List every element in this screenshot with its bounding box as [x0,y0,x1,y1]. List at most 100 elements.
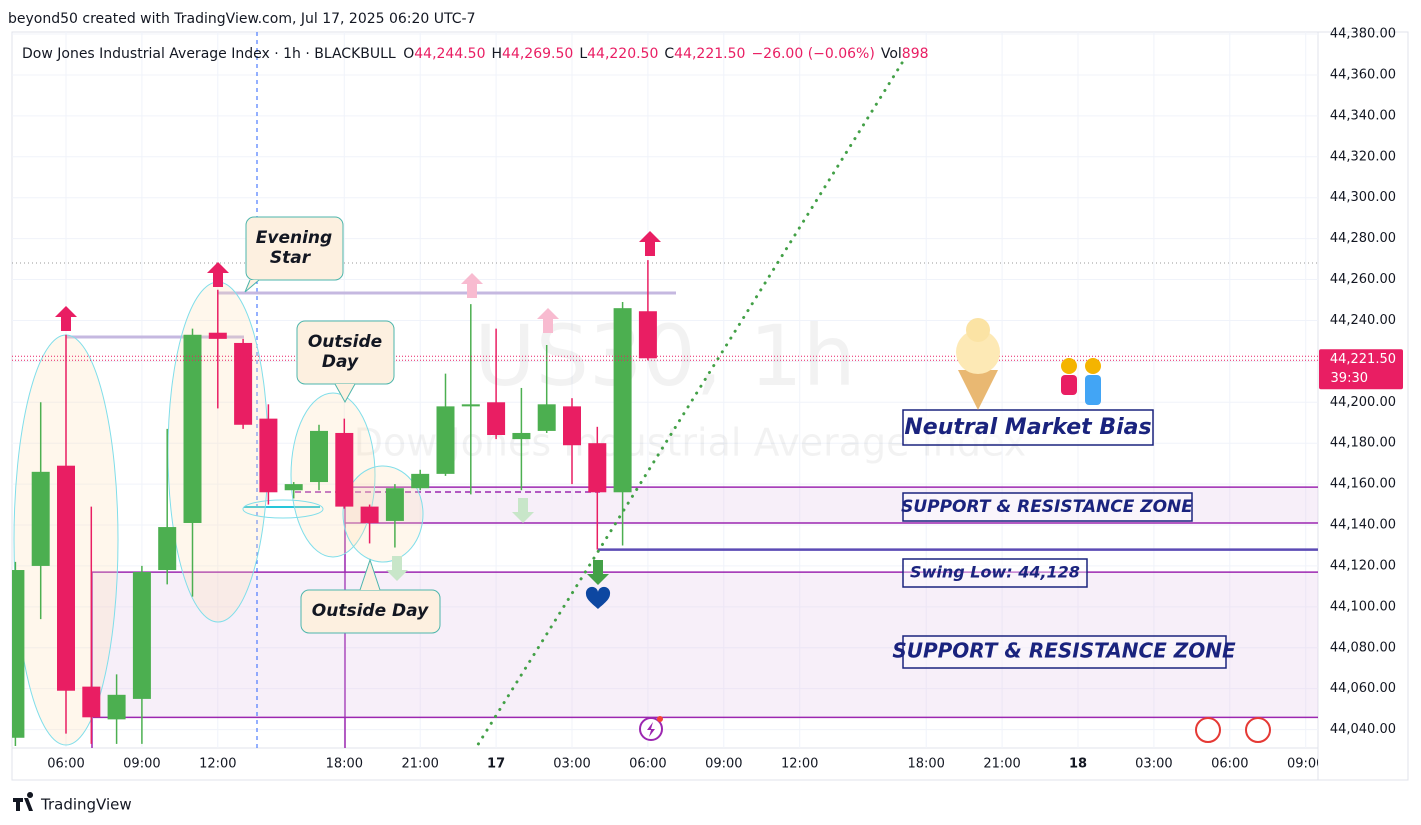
candle-body [57,465,75,691]
highlight-ellipse [342,465,424,563]
legend-value: 44,244.50 [414,46,485,62]
y-tick-label: 44,360.00 [1330,67,1396,82]
x-tick-label: 12:00 [781,757,818,772]
candle-body [436,406,455,474]
up-arrow [461,273,483,298]
heart [585,586,611,609]
y-tick-label: 44,340.00 [1330,108,1396,123]
callouts: Evening Star Outside Day Outside Day [244,216,441,634]
x-tick-label: 03:00 [553,757,590,772]
up-arrow [207,262,229,287]
legend-key: O [403,46,414,62]
candle-body [487,402,506,436]
x-tick-label: 03:00 [1135,757,1172,772]
candle-body [360,506,379,523]
x-tick-label: 06:00 [47,757,84,772]
candle-body [461,404,480,407]
up-arrow [639,231,661,256]
callout-tail [244,279,260,293]
x-axis: 06:00 09:00 12:00 18:00 21:00 17 03:00 06:00 09:… [47,757,1324,772]
note-box [902,492,1193,522]
up-arrow [537,308,559,333]
y-tick-label: 44,180.00 [1330,436,1396,451]
candle-body [537,404,556,431]
y-tick-label: 44,080.00 [1330,640,1396,655]
signals [55,231,661,609]
callout-tail [359,558,381,591]
y-tick-label: 44,380.00 [1330,27,1396,42]
candle-body [588,443,607,493]
callout-text: Evening [256,228,332,248]
candle-body [31,471,50,566]
cone [958,370,998,410]
candle-body [638,311,657,359]
y-tick-label: 44,260.00 [1330,272,1396,287]
footer: TradingView [13,792,132,814]
person [1061,375,1077,395]
y-tick-label: 44,200.00 [1330,395,1396,410]
y-tick-label: 44,300.00 [1330,190,1396,205]
y-tick-label: 44,100.00 [1330,599,1396,614]
legend-key: C [664,46,674,62]
price-tag [1319,349,1403,390]
event-icon [647,722,655,737]
y-tick-label: 44,040.00 [1330,722,1396,737]
legend-value: 898 [902,46,929,62]
price-tag-countdown: 39:30 [1331,371,1368,386]
y-tick-label: 44,240.00 [1330,313,1396,328]
down-arrow [386,556,408,581]
chart-frame [11,31,1409,781]
y-tick-label: 44,320.00 [1330,149,1396,164]
down-arrow [587,560,609,585]
y-tick-label: 44,280.00 [1330,231,1396,246]
candle-body [335,432,354,507]
candle-body [234,342,253,425]
legend-key: L [579,46,587,62]
zone [92,572,1318,718]
candle-body [12,570,25,738]
x-tick-label: 21:00 [983,757,1020,772]
legend-change: −26.00 (−0.06%) [751,46,874,62]
candle-body [208,332,227,339]
callout-tail [334,383,356,404]
candle-body [411,473,430,489]
legend-key: Vol [881,46,902,62]
zones [91,486,1318,748]
candle-body [183,334,202,523]
candle-body [158,527,177,571]
x-tick-label: 09:00 [1287,757,1324,772]
y-tick-label: 44,060.00 [1330,681,1396,696]
candles [12,260,657,746]
x-tick-label: 21:00 [401,757,438,772]
event-icons [639,716,1271,743]
note-box [902,558,1088,588]
y-tick-label: 44,120.00 [1330,558,1396,573]
ice-cream [966,318,990,342]
x-tick-label: 18 [1069,757,1087,772]
zone-note: SUPPORT & RESISTANCE ZONE [901,497,1193,517]
candle-body [259,418,278,493]
note-box [902,635,1227,669]
flag-icon [1245,717,1271,743]
x-tick-label: 06:00 [1211,757,1248,772]
callout-text: Outside Day [312,601,429,621]
x-tick-label: 06:00 [629,757,666,772]
legend: Dow Jones Industrial Average Index · 1h … [22,46,929,62]
x-tick-label: 18:00 [326,757,363,772]
candle-body [385,488,404,521]
y-tick-label: 44,140.00 [1330,518,1396,533]
callout-text: Star [270,248,312,268]
candle-body [132,572,151,699]
legend-value: 44,221.50 [674,46,745,62]
notes: Neutral Market Bias SUPPORT & RESISTANCE… [892,409,1236,669]
flag-icon [1195,717,1221,743]
candle-body [613,308,632,493]
candle-body [107,694,126,720]
highlight-ellipse [242,499,324,519]
y-tick-label: 44,160.00 [1330,477,1396,492]
up-arrow [55,306,77,331]
bias-note: Neutral Market Bias [904,415,1151,440]
x-tick-label: 09:00 [705,757,742,772]
symbol: Dow Jones Industrial Average Index · 1h … [22,46,396,62]
legend-value: 44,220.50 [587,46,658,62]
